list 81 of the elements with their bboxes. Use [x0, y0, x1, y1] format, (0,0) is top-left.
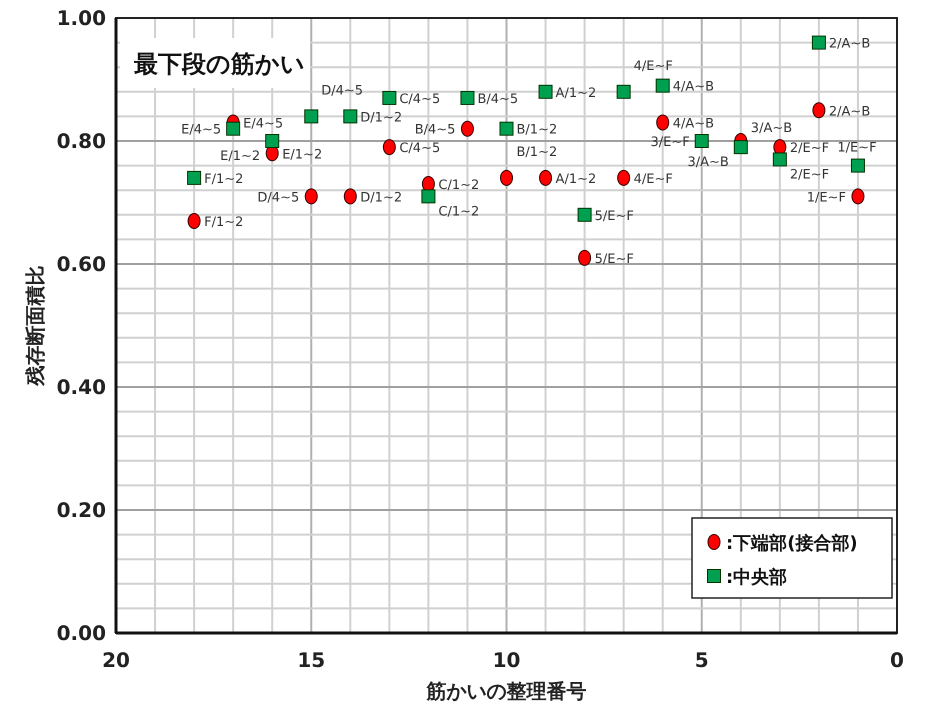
point — [460, 120, 474, 137]
point — [382, 90, 396, 105]
point — [772, 152, 787, 166]
point — [265, 134, 280, 148]
legend-label: :中央部 — [726, 567, 788, 588]
point — [539, 170, 552, 186]
y-tick-label: 0.60 — [56, 252, 106, 276]
y-tick-label: 0.80 — [56, 129, 106, 153]
point — [382, 139, 396, 156]
annotation: E/4~5 — [243, 116, 284, 132]
point — [656, 114, 670, 131]
annotation: 2/A~B — [828, 36, 870, 52]
annotation: D/4~5 — [257, 190, 300, 206]
point — [187, 170, 202, 185]
annotation: 2/E~F — [790, 167, 830, 182]
annotation: 1/E~F — [806, 190, 846, 206]
annotation: C/1~2 — [438, 178, 480, 194]
point — [344, 188, 357, 204]
point — [538, 84, 553, 99]
annotation: 3/E~F — [650, 135, 690, 150]
point — [578, 250, 592, 266]
annotation: C/4~5 — [399, 92, 440, 107]
annotation: E/1~2 — [220, 149, 260, 164]
annotation: F/1~2 — [204, 172, 244, 187]
x-tick-label: 15 — [297, 648, 326, 672]
annotation: B/4~5 — [414, 122, 456, 138]
annotation: E/4~5 — [181, 122, 222, 138]
annotation: 4/A~B — [672, 80, 714, 95]
point — [460, 90, 474, 105]
point — [421, 189, 436, 204]
annotation: 2/A~B — [828, 104, 870, 120]
point — [343, 109, 358, 124]
annotation: B/1~2 — [516, 122, 558, 138]
point — [226, 122, 240, 136]
annotation: 3/A~B — [687, 155, 729, 170]
y-tick-label: 0.20 — [56, 498, 106, 522]
point — [500, 122, 514, 136]
annotation: B/4~5 — [477, 92, 518, 107]
y-tick-label: 0.00 — [56, 621, 106, 645]
annotation: F/1~2 — [204, 214, 244, 230]
point — [812, 36, 826, 50]
annotation: 5/E~F — [594, 208, 634, 224]
point — [500, 170, 513, 186]
annotation: A/1~2 — [556, 172, 596, 187]
point — [694, 134, 709, 148]
annotation: 4/E~F — [634, 172, 673, 187]
point — [304, 188, 318, 204]
annotation: 3/A~B — [750, 121, 792, 136]
annotation: D/4~5 — [321, 83, 364, 98]
annotation: D/1~2 — [360, 110, 402, 126]
point — [734, 140, 748, 154]
point — [616, 84, 631, 99]
annotation: 4/A~B — [672, 116, 714, 132]
annotation: E/1~2 — [282, 147, 322, 162]
y-tick-label: 0.40 — [56, 375, 106, 399]
point — [851, 188, 864, 204]
x-axis-title: 筋かいの整理番号 — [426, 679, 586, 703]
y-tick-label: 1.00 — [56, 6, 106, 30]
y-axis-title: 残存断面積比 — [23, 266, 47, 386]
annotation: 5/E~F — [594, 252, 634, 267]
annotation: C/1~2 — [438, 204, 480, 220]
x-tick-label: 5 — [694, 648, 709, 672]
point — [617, 170, 630, 186]
point — [304, 109, 318, 124]
text: 最下段の筋かい — [133, 50, 305, 78]
point — [812, 102, 826, 118]
point — [850, 158, 865, 173]
annotation: D/1~2 — [360, 190, 402, 206]
point — [188, 212, 201, 229]
annotation: 1/E~F — [837, 140, 877, 156]
point — [578, 208, 592, 222]
point — [656, 78, 670, 93]
x-tick-label: 10 — [492, 648, 520, 672]
legend-label: :下端部(接合部) — [726, 533, 858, 554]
annotation: 2/E~F — [790, 141, 830, 156]
annotation: C/4~5 — [399, 141, 440, 156]
x-tick-label: 0 — [890, 648, 904, 672]
annotation: 4/E~F — [634, 58, 673, 74]
annotation: A/1~2 — [556, 86, 596, 101]
x-tick-label: 20 — [102, 648, 130, 672]
annotation: B/1~2 — [516, 144, 558, 160]
